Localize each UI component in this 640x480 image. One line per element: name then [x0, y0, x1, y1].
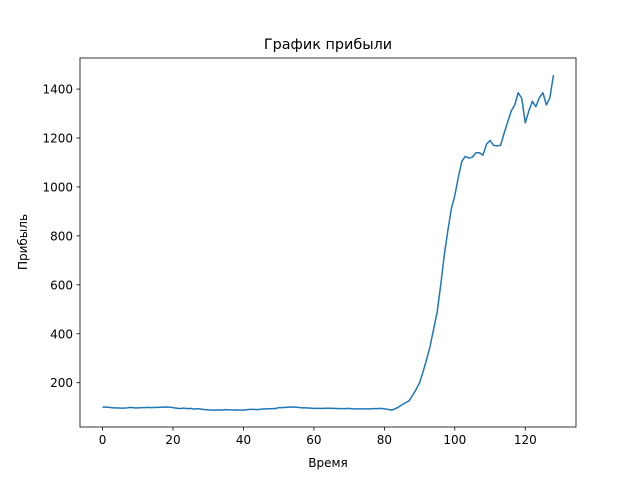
y-tick-label: 1400: [42, 83, 73, 97]
y-tick-label: 200: [50, 376, 73, 390]
y-tick-label: 800: [50, 229, 73, 243]
y-axis-label: Прибыль: [16, 214, 30, 270]
x-tick-label: 0: [99, 433, 107, 447]
x-tick-label: 60: [306, 433, 321, 447]
x-tick-label: 40: [236, 433, 251, 447]
x-tick-label: 120: [514, 433, 537, 447]
x-tick-label: 80: [377, 433, 392, 447]
y-tick-label: 600: [50, 278, 73, 292]
x-tick-label: 100: [443, 433, 466, 447]
plot-frame: [79, 57, 577, 428]
x-tick-label: 20: [165, 433, 180, 447]
chart-title: График прибыли: [264, 37, 392, 53]
y-tick-label: 400: [50, 327, 73, 341]
data-line: [102, 75, 555, 411]
x-axis-label: Время: [308, 456, 348, 470]
y-tick-label: 1200: [42, 132, 73, 146]
y-tick-label: 1000: [42, 180, 73, 194]
